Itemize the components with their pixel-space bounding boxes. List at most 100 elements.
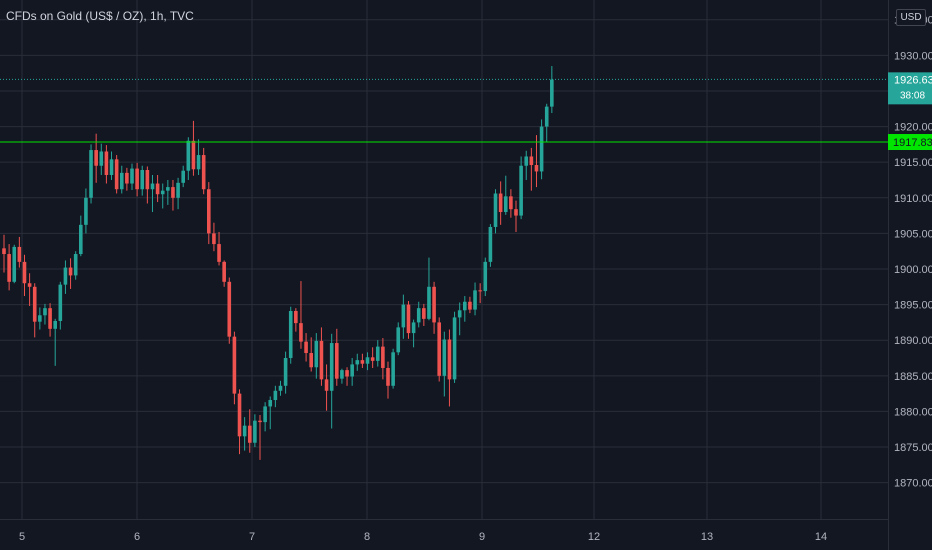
candle-body [514,209,518,216]
candle-body [212,233,216,245]
candle-body [27,283,32,287]
price-tick-label: 1890.00 [894,335,932,347]
candle-body [350,364,354,377]
price-tick-label: 1880.00 [894,406,932,418]
candle-body [84,197,88,225]
candle-body [135,168,139,190]
candle-body [386,367,390,386]
candle-body [48,308,52,329]
candle-body [473,290,477,310]
candle-body [503,196,508,213]
currency-badge[interactable]: USD [896,9,926,26]
candle-body [299,323,303,342]
candle-body [329,343,334,391]
candle-body [155,183,160,195]
time-tick-label: 7 [249,531,255,543]
candle-body [478,290,482,292]
time-tick-label: 14 [815,531,827,543]
candle-body [529,156,534,166]
candle-body [217,244,221,262]
candle-body [22,261,27,284]
candle-body [375,346,380,361]
candle-body [58,284,63,321]
candle-body [114,159,119,190]
levels-layer [0,78,888,143]
time-tick-label: 5 [19,531,25,543]
candle-body [365,357,370,364]
candle-body [181,170,185,183]
price-tick-label: 1910.00 [894,193,932,205]
price-labels-layer: 1926.63 38:08 1917.83 [888,72,932,151]
candle-body [263,406,267,423]
candle-body [391,352,395,386]
candle-body [145,170,150,190]
candle-body [186,140,191,171]
candle-body [237,393,242,437]
candle-body [447,339,452,380]
candle-body [340,370,344,379]
candle-body [222,261,226,282]
candle-body [130,168,134,184]
candle-body [160,190,165,195]
time-tick-label: 6 [134,531,140,543]
candle-body [416,308,421,323]
candle-body [17,246,22,262]
price-tick-label: 1905.00 [894,228,932,240]
candle-body [125,172,129,184]
candle-body [176,182,180,198]
candle-body [468,301,472,310]
level-price-badge [888,134,932,151]
candle-body [463,301,467,311]
candle-body [99,151,104,166]
time-axis[interactable]: 5 6 7 8 9 12 13 14 [0,519,888,544]
candle-body [493,193,498,227]
candle-body [38,315,42,322]
price-tick-label: 1900.00 [894,264,932,276]
candle-body [483,261,488,292]
candle-body [381,346,385,368]
candles-layer [2,66,554,460]
candle-body [457,310,462,318]
candle-body [109,159,114,175]
time-tick-label: 12 [588,531,600,543]
candle-body [253,420,257,443]
candle-body [422,308,426,319]
candle-body [140,170,145,190]
price-tick-label: 1885.00 [894,371,932,383]
candle-body [396,327,401,353]
price-tick-label: 1915.00 [894,157,932,169]
chart-title: CFDs on Gold (US$ / OZ), 1h, TVC [6,9,194,23]
candle-body [370,357,375,361]
time-tick-label: 9 [479,531,485,543]
price-tick-label: 1930.00 [894,50,932,62]
candle-body [53,320,57,329]
time-tick-label: 13 [701,531,713,543]
candle-body [79,224,83,255]
candle-body [89,150,93,198]
candle-body [273,390,278,401]
candle-body [32,286,37,322]
price-tick-label: 1895.00 [894,300,932,312]
candle-body [406,304,411,334]
candle-body [207,189,211,234]
candle-body [119,172,124,190]
chart-grid [0,0,888,519]
candle-body [539,126,544,172]
candle-body [196,155,201,170]
last-price-label: 1926.63 [894,74,932,86]
candle-body [63,267,68,285]
candle-body [12,246,17,282]
candle-body [319,340,324,380]
candle-body [304,341,308,354]
candle-body [355,360,360,365]
price-tick-label: 1875.00 [894,442,932,454]
candle-body [68,267,73,276]
candle-body [201,155,206,190]
candle-body [427,286,431,319]
candle-body [2,248,6,255]
candle-body [247,425,252,443]
candle-body [437,322,441,376]
last-price-badge [888,72,932,105]
